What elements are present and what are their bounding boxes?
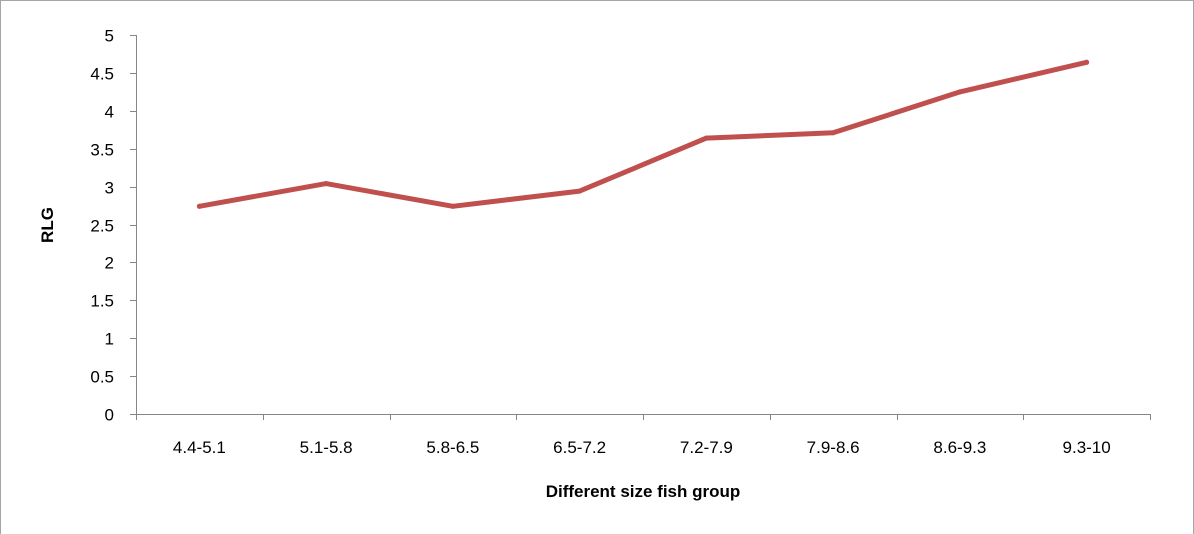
x-axis: 4.4-5.1 5.1-5.8 5.8-6.5 6.5-7.2 7.2-7.9 7.9-8…: [136, 414, 1151, 457]
y-axis: 0 0.5 1 1.5 2 2.5 3 3.5 4 4.5 5: [90, 27, 137, 425]
x-tick-label: 7.2-7.9: [680, 438, 733, 457]
y-tick-label: 1: [105, 330, 114, 349]
data-point: [450, 203, 456, 209]
data-point: [830, 130, 836, 136]
y-tick-label: 5: [105, 27, 114, 46]
data-point: [1084, 59, 1090, 65]
y-tick-label: 2.5: [90, 217, 114, 236]
x-tick-label: 9.3-10: [1063, 438, 1111, 457]
series-layer: [196, 59, 1090, 209]
data-point: [196, 203, 202, 209]
x-tick-label: 8.6-9.3: [933, 438, 986, 457]
y-tick-label: 3.5: [90, 141, 114, 160]
data-point: [323, 181, 329, 187]
x-tick-label: 7.9-8.6: [807, 438, 860, 457]
x-tick-label: 4.4-5.1: [173, 438, 226, 457]
y-tick-label: 1.5: [90, 292, 114, 311]
x-axis-title: Different size fish group: [546, 482, 741, 501]
data-point: [577, 188, 583, 194]
data-point: [703, 135, 709, 141]
y-tick-label: 0: [105, 406, 114, 425]
y-tick-label: 2: [105, 254, 114, 273]
data-point: [957, 89, 963, 95]
y-axis-title: RLG: [38, 207, 57, 243]
series-line: [196, 59, 1090, 209]
y-tick-label: 4.5: [90, 65, 114, 84]
x-tick-label: 5.8-6.5: [426, 438, 479, 457]
y-tick-label: 4: [105, 103, 114, 122]
y-tick-label: 3: [105, 179, 114, 198]
y-tick-label: 0.5: [90, 368, 114, 387]
x-tick-label: 5.1-5.8: [300, 438, 353, 457]
x-tick-label: 6.5-7.2: [553, 438, 606, 457]
